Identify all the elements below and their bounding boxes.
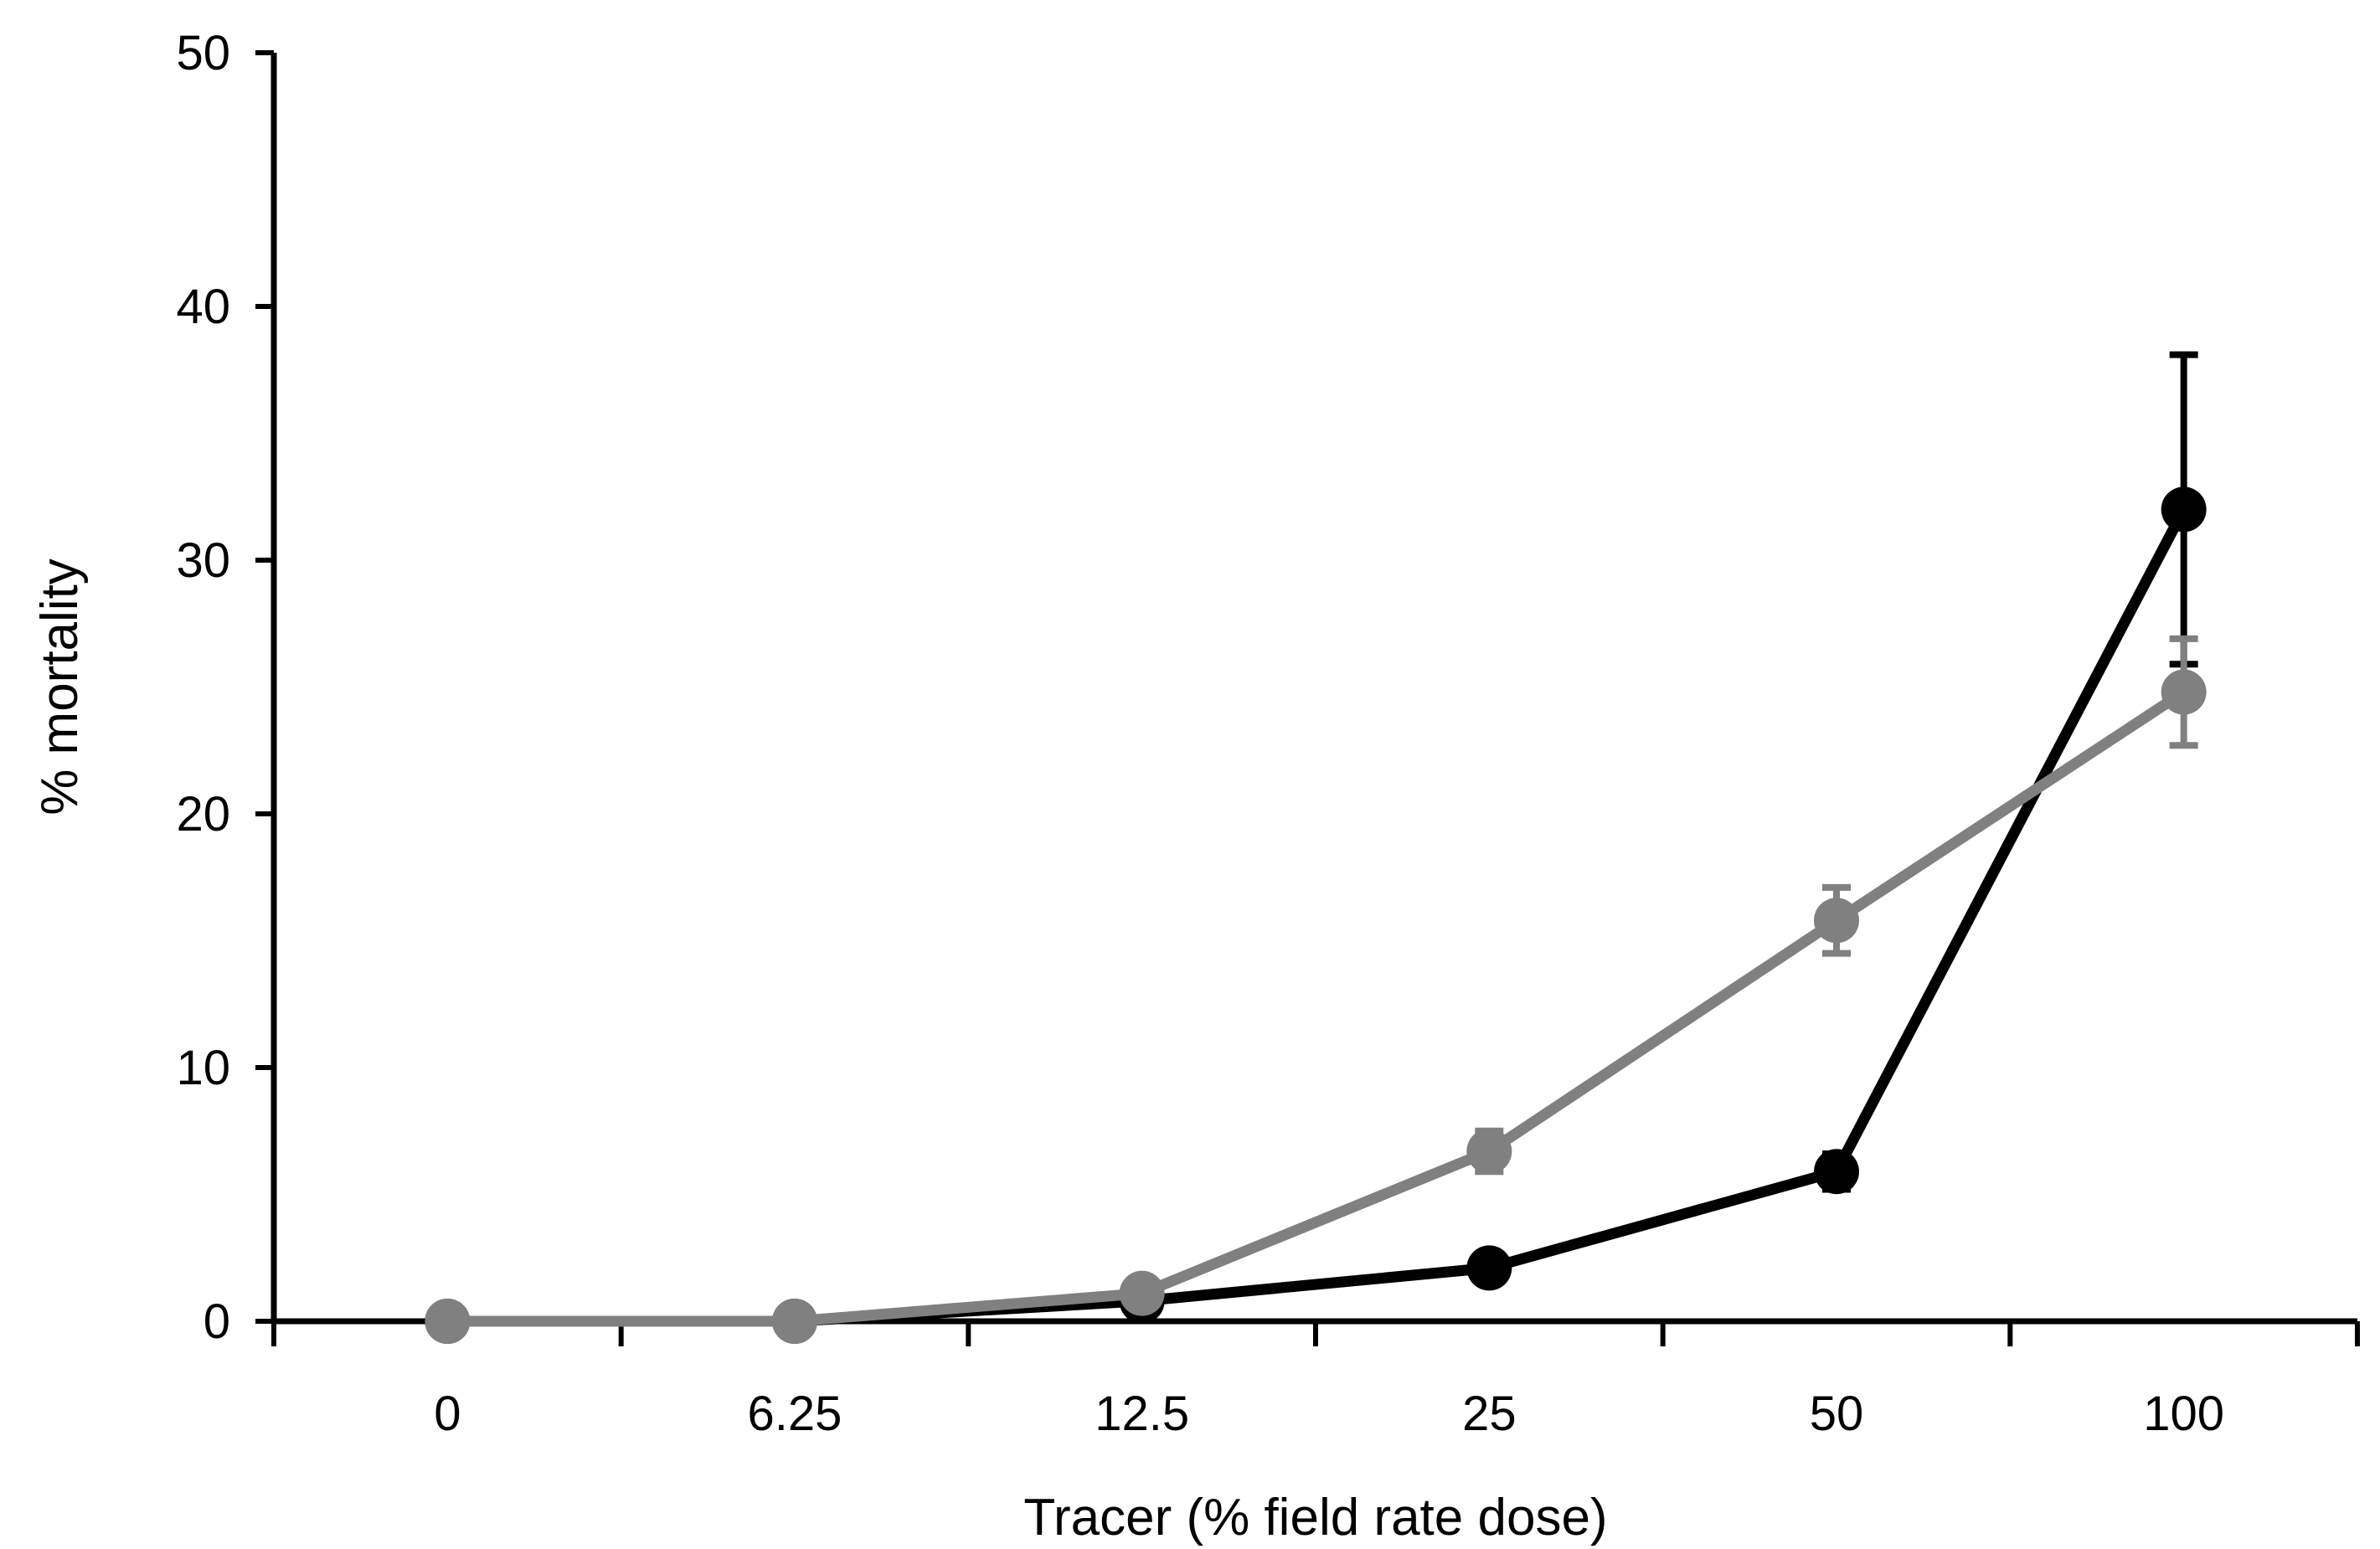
y-tick-label: 40 xyxy=(176,280,230,334)
data-point xyxy=(1119,1270,1165,1316)
data-point xyxy=(1466,1128,1512,1174)
axes: 0 10 20 30 40 50 0 6.25 12.5 25 50 100 xyxy=(176,26,2360,1441)
x-tick-label: 0 xyxy=(434,1387,461,1441)
x-tick-label: 6.25 xyxy=(748,1387,842,1441)
y-tick-label: 10 xyxy=(176,1041,230,1095)
x-tick-label: 100 xyxy=(2143,1387,2224,1441)
data-point xyxy=(1814,898,1859,944)
series-line xyxy=(447,507,2189,1327)
series-line xyxy=(447,687,2187,1327)
data-point xyxy=(2161,486,2207,533)
y-tick-label: 0 xyxy=(203,1294,230,1349)
data-point xyxy=(1814,1149,1859,1195)
x-tick-label: 12.5 xyxy=(1095,1387,1189,1441)
x-tick-label: 50 xyxy=(1810,1387,1864,1441)
data-point xyxy=(2161,669,2207,715)
data-point xyxy=(1466,1245,1512,1291)
y-tick-label: 20 xyxy=(176,787,230,841)
data-point xyxy=(425,1299,471,1344)
data-point xyxy=(772,1299,817,1344)
y-tick-label: 50 xyxy=(176,26,230,80)
y-tick-label: 30 xyxy=(176,533,230,588)
y-axis-title: % mortality xyxy=(31,558,89,816)
series-layer xyxy=(425,351,2207,1344)
x-axis-title: Tracer (% field rate dose) xyxy=(1023,1489,1607,1546)
series-2 xyxy=(425,635,2207,1344)
x-tick-label: 25 xyxy=(1462,1387,1517,1441)
